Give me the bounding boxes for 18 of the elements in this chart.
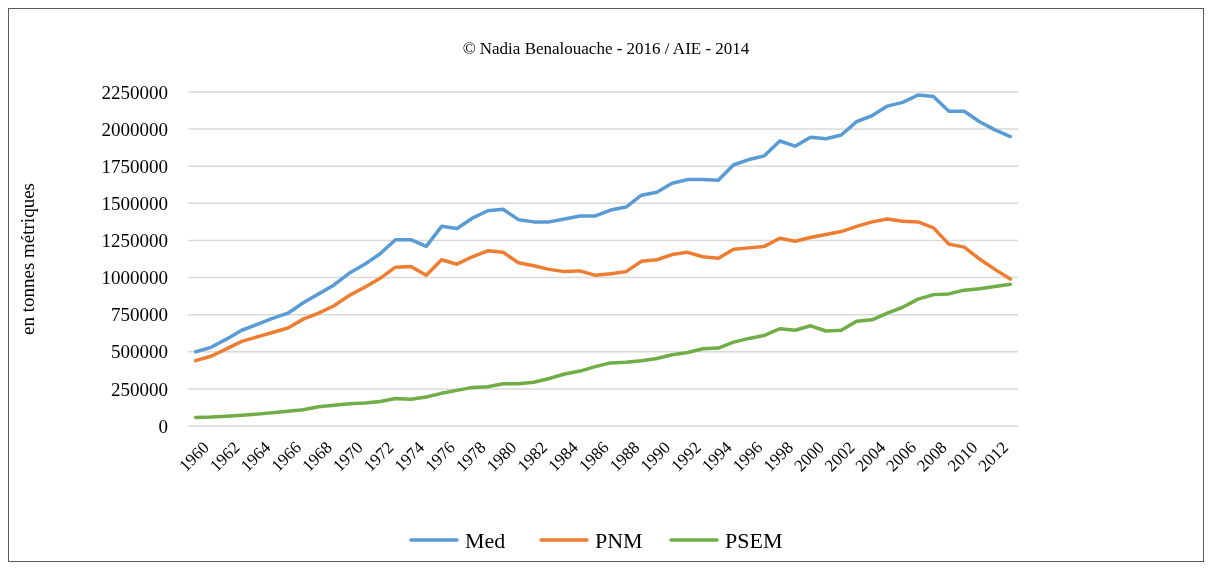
y-tick-label: 1250000 [101,230,168,252]
legend-label: PNM [595,527,643,553]
line-series [193,217,1013,363]
legend-label: PSEM [725,527,783,553]
y-tick-label: 2250000 [101,81,168,103]
y-tick-label: 0 [158,415,168,437]
y-tick-label: 1000000 [101,267,168,289]
y-tick-label: 2000000 [101,118,168,140]
y-tick-label: 750000 [111,304,168,326]
line-series [193,282,1013,420]
line-series [193,93,1013,354]
y-tick-label: 250000 [111,378,168,400]
y-axis-title: en tonnes métriques [17,183,38,335]
y-tick-label: 500000 [111,341,168,363]
y-tick-label: 1500000 [101,192,168,214]
y-tick-label: 1750000 [101,155,168,177]
chart-title: © Nadia Benalouache - 2016 / AIE - 2014 [462,39,750,58]
legend-label: Med [465,527,506,553]
